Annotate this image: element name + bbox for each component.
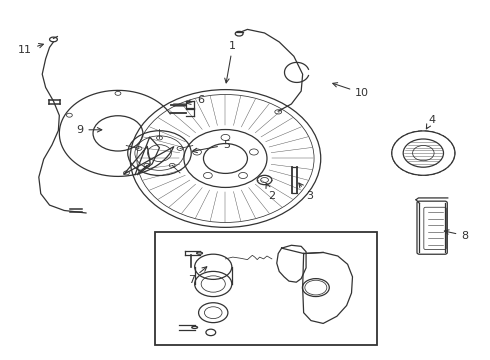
Text: 6: 6 (186, 95, 204, 105)
Text: 3: 3 (299, 183, 313, 201)
Text: 2: 2 (266, 184, 275, 201)
Text: 10: 10 (333, 83, 369, 98)
Text: 7: 7 (188, 267, 207, 285)
Bar (155, 232, 377, 345)
Text: 11: 11 (18, 44, 43, 55)
Text: 5: 5 (193, 140, 230, 153)
Text: 1: 1 (225, 41, 236, 83)
Text: 4: 4 (426, 115, 435, 129)
Text: 9: 9 (76, 125, 102, 135)
Text: 8: 8 (444, 230, 468, 240)
